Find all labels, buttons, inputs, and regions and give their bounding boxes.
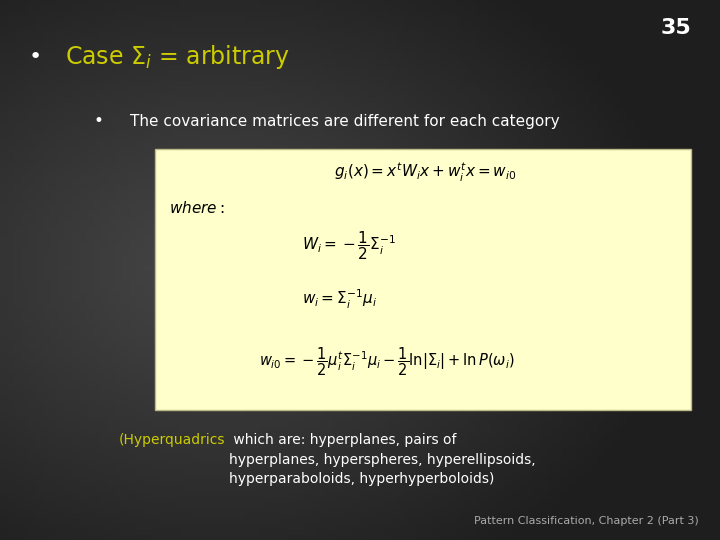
Text: Pattern Classification, Chapter 2 (Part 3): Pattern Classification, Chapter 2 (Part …: [474, 516, 698, 526]
Text: •: •: [29, 46, 42, 67]
Text: $W_i = -\dfrac{1}{2}\Sigma_i^{-1}$: $W_i = -\dfrac{1}{2}\Sigma_i^{-1}$: [302, 230, 397, 262]
Text: $g_i(x) = x^t W_i x + w_i^t x = w_{i0}$: $g_i(x) = x^t W_i x + w_i^t x = w_{i0}$: [333, 161, 516, 184]
Text: (Hyperquadrics: (Hyperquadrics: [119, 433, 225, 447]
Text: Case $\Sigma_i$ = arbitrary: Case $\Sigma_i$ = arbitrary: [65, 43, 289, 71]
FancyBboxPatch shape: [155, 148, 691, 410]
Text: The covariance matrices are different for each category: The covariance matrices are different fo…: [130, 114, 559, 129]
Text: which are: hyperplanes, pairs of
hyperplanes, hyperspheres, hyperellipsoids,
hyp: which are: hyperplanes, pairs of hyperpl…: [229, 433, 536, 486]
Text: $w_i = \Sigma_i^{-1}\mu_i$: $w_i = \Sigma_i^{-1}\mu_i$: [302, 288, 377, 311]
Text: •: •: [94, 112, 104, 131]
Text: $w_{i0} = -\dfrac{1}{2}\mu_i^t\Sigma_i^{-1}\mu_i - \dfrac{1}{2}\ln|\Sigma_i| + \: $w_{i0} = -\dfrac{1}{2}\mu_i^t\Sigma_i^{…: [259, 346, 515, 378]
Text: $\mathit{where}:$: $\mathit{where}:$: [169, 200, 225, 216]
Text: 35: 35: [661, 18, 691, 38]
